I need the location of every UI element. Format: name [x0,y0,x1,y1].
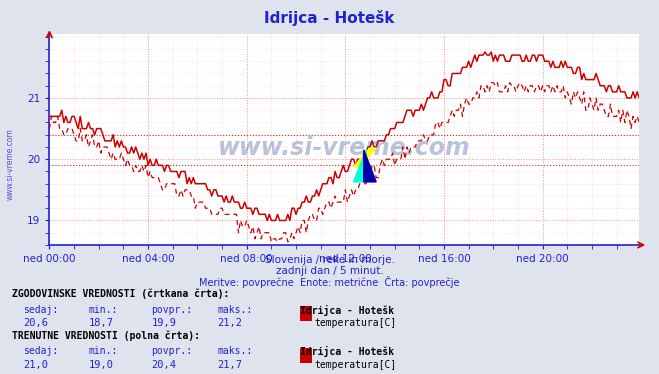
Text: 21,0: 21,0 [23,360,48,370]
Text: 19,9: 19,9 [152,318,177,328]
Text: ZGODOVINSKE VREDNOSTI (črtkana črta):: ZGODOVINSKE VREDNOSTI (črtkana črta): [12,289,229,299]
Text: 20,6: 20,6 [23,318,48,328]
Text: 19,0: 19,0 [89,360,114,370]
Text: Idrijca - Hotešk: Idrijca - Hotešk [300,305,394,316]
Text: min.:: min.: [89,346,119,356]
Text: sedaj:: sedaj: [23,305,58,315]
Text: 21,7: 21,7 [217,360,243,370]
Text: www.si-vreme.com: www.si-vreme.com [218,136,471,160]
Text: povpr.:: povpr.: [152,305,192,315]
Text: Slovenija / reke in morje.: Slovenija / reke in morje. [264,255,395,265]
Text: temperatura[C]: temperatura[C] [314,318,397,328]
Text: TRENUTNE VREDNOSTI (polna črta):: TRENUTNE VREDNOSTI (polna črta): [12,331,200,341]
Text: Idrijca - Hotešk: Idrijca - Hotešk [300,346,394,357]
Polygon shape [364,150,376,182]
Text: 20,4: 20,4 [152,360,177,370]
Text: www.si-vreme.com: www.si-vreme.com [5,129,14,200]
Text: maks.:: maks.: [217,305,252,315]
Text: zadnji dan / 5 minut.: zadnji dan / 5 minut. [275,266,384,276]
Polygon shape [354,150,366,182]
Text: maks.:: maks.: [217,346,252,356]
Text: Meritve: povprečne  Enote: metrične  Črta: povprečje: Meritve: povprečne Enote: metrične Črta:… [199,276,460,288]
Text: min.:: min.: [89,305,119,315]
Text: 21,2: 21,2 [217,318,243,328]
Text: sedaj:: sedaj: [23,346,58,356]
Text: 18,7: 18,7 [89,318,114,328]
Text: temperatura[C]: temperatura[C] [314,360,397,370]
Text: Idrijca - Hotešk: Idrijca - Hotešk [264,10,395,27]
Text: povpr.:: povpr.: [152,346,192,356]
Polygon shape [354,148,376,167]
